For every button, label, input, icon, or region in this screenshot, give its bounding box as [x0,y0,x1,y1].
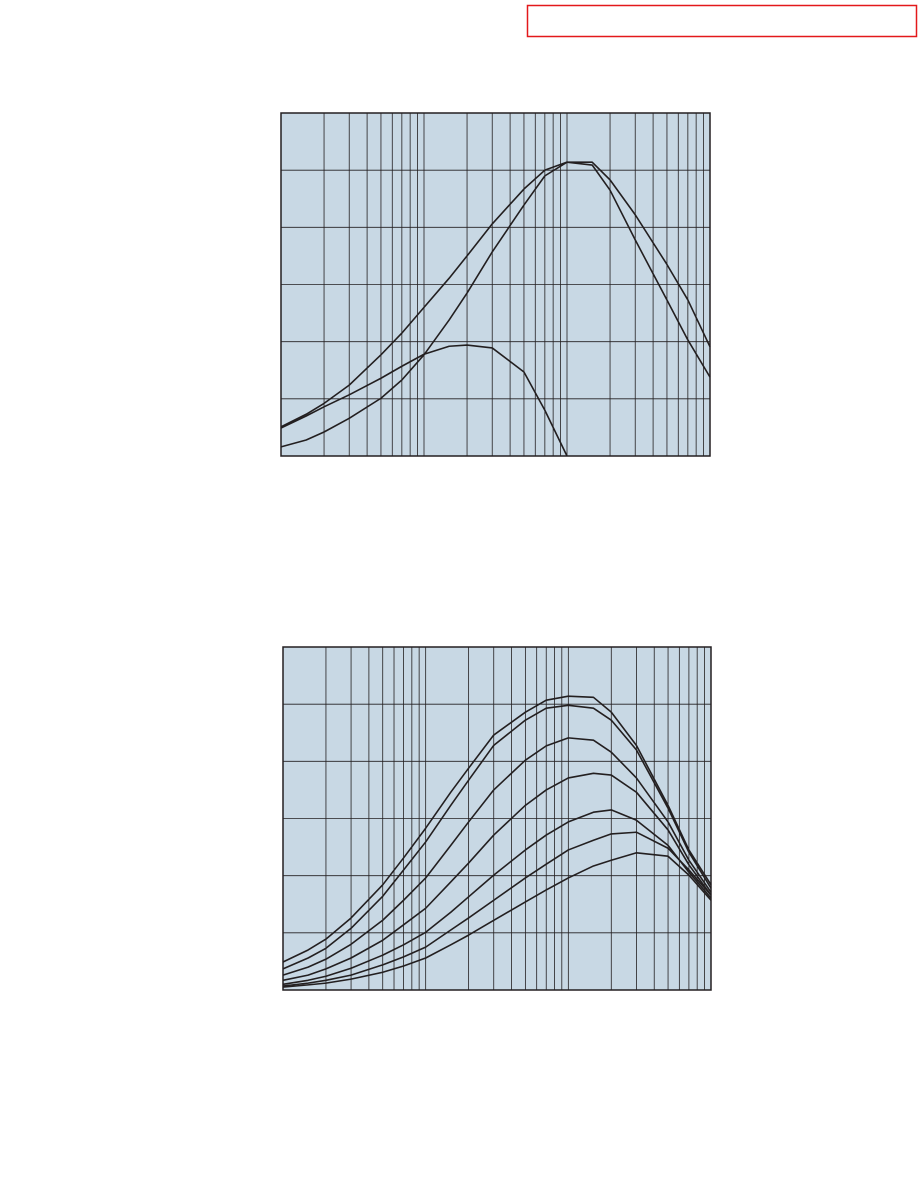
data-line [280,344,568,457]
plot-frame [282,646,712,991]
data-line [282,737,712,976]
data-line [282,809,712,986]
data-line [280,161,711,428]
data-line [282,704,712,970]
data-line [282,772,712,982]
chart [282,646,712,991]
header-box [526,4,918,38]
data-line [282,831,712,987]
data-line [282,695,712,963]
data-line [282,852,712,988]
plot-frame [280,112,711,457]
data-line [280,161,711,448]
chart [280,112,711,457]
